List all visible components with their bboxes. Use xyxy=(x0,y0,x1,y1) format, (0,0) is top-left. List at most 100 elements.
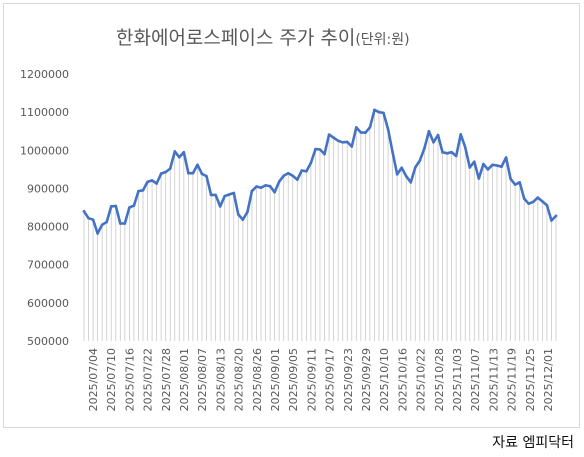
data-point xyxy=(137,189,140,193)
data-point xyxy=(482,162,485,166)
data-point xyxy=(341,140,344,144)
data-point xyxy=(414,166,417,169)
data-point xyxy=(459,132,462,136)
data-point xyxy=(155,182,158,185)
x-tick-label: 2025/07/16 xyxy=(123,348,136,411)
data-point xyxy=(504,156,508,159)
data-point xyxy=(82,210,86,213)
data-point xyxy=(273,190,276,194)
data-point xyxy=(359,131,363,134)
x-tick-label: 2025/09/05 xyxy=(287,348,300,411)
data-point xyxy=(436,133,440,137)
data-point xyxy=(495,164,499,167)
data-point xyxy=(159,172,163,175)
chart-title-unit: (단위:원) xyxy=(355,32,409,48)
data-point xyxy=(318,148,322,151)
x-tick-label: 2025/07/04 xyxy=(87,348,100,411)
data-point xyxy=(205,174,208,178)
source-note: 자료 엠피닥터 xyxy=(492,435,574,451)
data-point xyxy=(96,232,99,235)
data-point xyxy=(119,222,122,225)
data-point xyxy=(209,193,213,197)
chart-title-main: 한화에어로스페이스 주가 추이 xyxy=(116,27,355,49)
data-point xyxy=(373,108,376,112)
data-point xyxy=(227,193,231,196)
data-point xyxy=(232,191,236,195)
data-point xyxy=(527,202,531,205)
data-point xyxy=(518,181,521,184)
data-point xyxy=(282,174,285,178)
data-point xyxy=(173,150,177,153)
data-point xyxy=(182,150,186,154)
data-point xyxy=(445,152,449,155)
stock-price-line-chart: 한화에어로스페이스 주가 추이(단위:원) 1200000 1100000 1000… xyxy=(20,27,558,411)
data-point xyxy=(178,155,181,159)
data-point xyxy=(296,178,299,181)
data-point xyxy=(491,163,494,167)
data-point xyxy=(400,166,403,170)
drop-lines xyxy=(83,109,557,341)
y-tick-label: 600000 xyxy=(27,297,69,310)
x-tick-label: 2025/10/16 xyxy=(396,348,409,411)
x-tick-label: 2025/11/13 xyxy=(487,348,500,411)
data-point xyxy=(355,126,358,129)
x-tick-label: 2025/09/23 xyxy=(342,348,355,411)
data-point xyxy=(200,172,204,176)
x-tick-label: 2025/09/11 xyxy=(305,348,318,411)
data-point xyxy=(141,189,145,192)
data-point xyxy=(345,140,349,144)
data-point xyxy=(223,194,226,198)
x-tick-label: 2025/08/13 xyxy=(214,348,227,411)
data-point xyxy=(300,169,304,172)
data-point xyxy=(264,184,267,187)
y-axis: 1200000 1100000 1000000 900000 800000 700000 6… xyxy=(20,68,69,348)
data-point xyxy=(196,163,199,167)
data-point xyxy=(536,196,540,199)
data-point xyxy=(241,218,245,222)
y-tick-label: 500000 xyxy=(27,335,69,348)
data-point xyxy=(473,160,476,164)
data-point xyxy=(377,110,381,114)
data-point xyxy=(314,147,317,151)
x-tick-label: 2025/07/10 xyxy=(105,348,118,411)
data-point xyxy=(409,181,413,184)
data-point xyxy=(391,150,394,154)
x-tick-label: 2025/10/10 xyxy=(378,348,391,411)
x-tick-label: 2025/11/07 xyxy=(469,348,482,411)
data-point xyxy=(532,200,535,204)
data-point xyxy=(268,184,272,188)
y-tick-label: 800000 xyxy=(27,221,69,234)
data-point xyxy=(509,177,512,181)
data-point xyxy=(291,174,295,178)
data-point xyxy=(432,140,435,144)
x-tick-label: 2025/07/22 xyxy=(142,348,155,411)
data-point xyxy=(323,152,326,156)
data-point xyxy=(132,204,136,207)
x-tick-label: 2025/11/03 xyxy=(451,348,464,411)
data-point xyxy=(541,200,544,203)
data-point xyxy=(123,222,127,225)
data-point xyxy=(218,205,222,208)
y-tick-label: 900000 xyxy=(27,182,69,195)
data-point xyxy=(237,213,240,216)
data-point xyxy=(255,185,258,188)
x-tick-label: 2025/08/07 xyxy=(196,348,209,411)
y-tick-label: 1000000 xyxy=(20,144,69,157)
x-axis: 2025/07/04 2025/07/10 2025/07/16 2025/07/22… xyxy=(87,348,555,411)
chart-frame: 한화에어로스페이스 주가 추이(단위:원) 1200000 1100000 1000… xyxy=(3,3,580,428)
data-point xyxy=(327,133,331,136)
data-point xyxy=(168,167,172,170)
data-point xyxy=(246,210,249,214)
data-point xyxy=(441,150,444,154)
y-tick-label: 1200000 xyxy=(20,68,69,81)
data-point xyxy=(114,204,118,208)
x-tick-label: 2025/08/01 xyxy=(178,348,191,411)
data-point xyxy=(150,179,154,182)
data-point xyxy=(87,216,90,220)
x-tick-label: 2025/08/26 xyxy=(251,348,264,411)
data-point xyxy=(463,145,467,149)
data-point xyxy=(513,183,517,186)
data-point xyxy=(332,136,335,139)
data-point xyxy=(305,169,308,173)
x-tick-label: 2025/09/29 xyxy=(360,348,373,411)
